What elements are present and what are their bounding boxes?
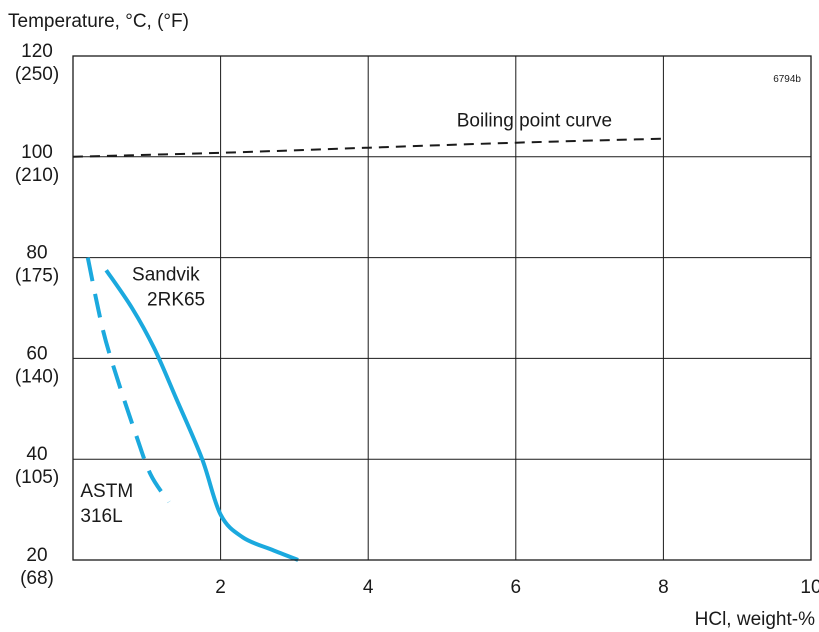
y-tick-label: 40 bbox=[26, 444, 47, 465]
y-tick-label: 100 bbox=[21, 142, 53, 163]
y-tick-label: 20 bbox=[26, 545, 47, 566]
series-line-boiling-point-curve bbox=[72, 137, 664, 158]
x-tick-labels: 2 4 6 8 10 bbox=[215, 577, 819, 598]
y-tick-sublabel: (140) bbox=[15, 366, 59, 387]
x-tick-label: 8 bbox=[658, 577, 669, 598]
x-tick-label: 4 bbox=[363, 577, 374, 598]
series-layer bbox=[72, 137, 664, 562]
y-tick-sublabel: (250) bbox=[15, 64, 59, 85]
x-tick-label: 2 bbox=[215, 577, 226, 598]
x-tick-label: 10 bbox=[800, 577, 819, 598]
y-axis-title: Temperature, °C, (°F) bbox=[8, 11, 189, 32]
series-label-sandvik-2rk65: Sandvik 2RK65 bbox=[132, 264, 205, 310]
series-label-line: 2RK65 bbox=[147, 289, 205, 310]
series-label-line: Sandvik bbox=[132, 264, 200, 285]
series-label-line: ASTM bbox=[80, 481, 133, 502]
y-tick-sublabel: (210) bbox=[15, 165, 59, 186]
y-tick-label: 60 bbox=[26, 343, 47, 364]
y-tick-sublabel: (175) bbox=[15, 266, 59, 287]
series-label-line: Boiling point curve bbox=[457, 111, 612, 132]
y-tick-sublabel: (68) bbox=[20, 568, 54, 589]
y-tick-labels: 120(250) 100(210) 80(175) 60(140) 40(105) 20(… bbox=[15, 41, 59, 589]
x-axis-title: HCl, weight-% bbox=[695, 609, 815, 630]
series-line-sandvik-2rk65 bbox=[104, 269, 299, 562]
series-label-line: 316L bbox=[80, 506, 122, 527]
grid bbox=[73, 56, 811, 560]
y-tick-sublabel: (105) bbox=[15, 467, 59, 488]
series-line-astm-316l bbox=[85, 257, 171, 504]
y-tick-label: 120 bbox=[21, 41, 53, 62]
y-tick-label: 80 bbox=[26, 243, 47, 264]
labels-layer: Boiling point curve Sandvik 2RK65 ASTM 316L bbox=[80, 111, 612, 527]
series-label-boiling-point-curve: Boiling point curve bbox=[457, 111, 612, 132]
figure-code: 6794b bbox=[773, 74, 801, 85]
plot-frame bbox=[72, 55, 812, 561]
x-tick-label: 6 bbox=[511, 577, 522, 598]
series-label-astm-316l: ASTM 316L bbox=[80, 481, 133, 527]
